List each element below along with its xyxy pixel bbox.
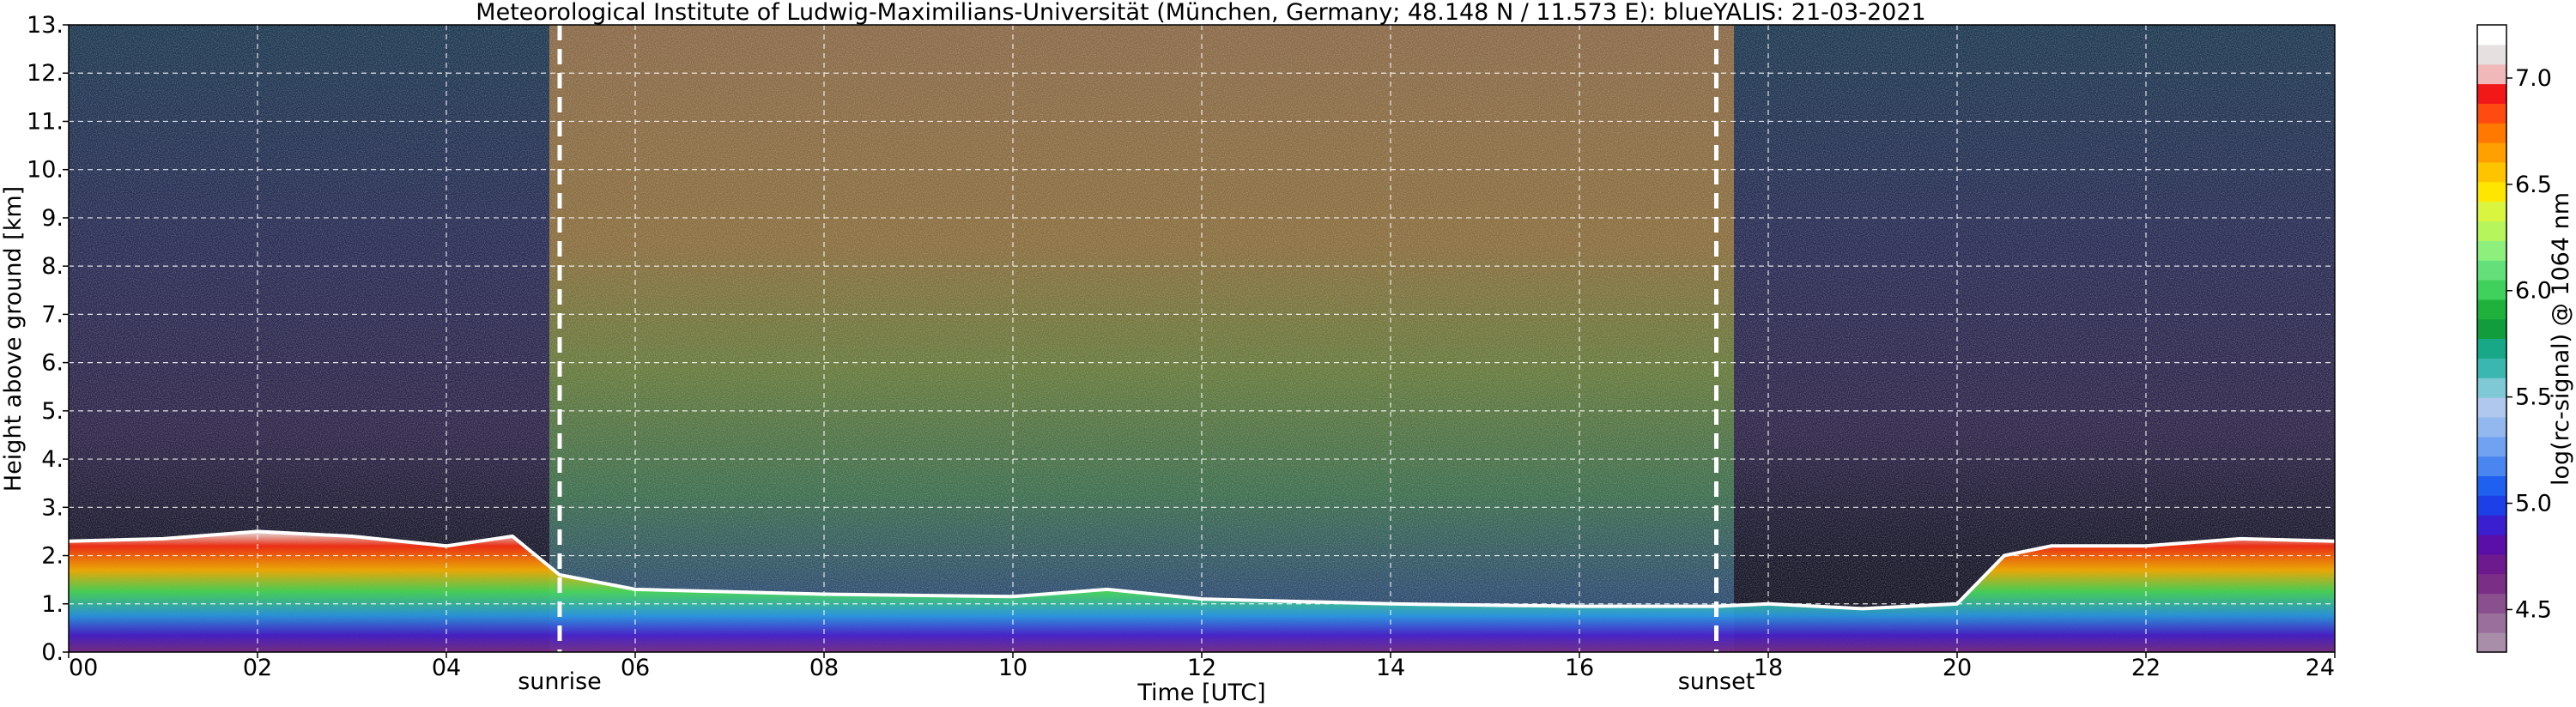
colorbar-tick-label: 5.0 [2515,491,2552,517]
y-tick-label: 1. [41,591,64,618]
y-tick-label: 4. [41,446,64,473]
x-tick-label: 22 [2131,655,2161,681]
colorbar-cell [2477,142,2506,163]
x-tick-label: 10 [998,655,1027,681]
colorbar-cell [2477,299,2506,320]
x-tick-label: 14 [1376,655,1405,681]
grid [69,25,2335,652]
y-tick-label: 8. [41,253,64,280]
colorbar-cell [2477,358,2506,378]
x-tick-label: 00 [69,655,98,681]
colorbar-cell [2477,103,2506,124]
y-tick-label: 10. [27,157,64,184]
y-tick-label: 13. [27,12,64,39]
colorbar-cell [2477,44,2506,65]
y-tick-label: 9. [41,205,64,232]
sun-markers: sunrise sunset [518,25,1755,695]
colorbar-cell [2477,201,2506,222]
colorbar-cell [2477,495,2506,516]
y-tick-label: 7. [41,301,64,328]
y-tick-label: 0. [41,639,64,666]
colorbar-cell [2477,279,2506,300]
colorbar-cell [2477,25,2506,45]
colorbar-frame [2476,24,2507,653]
y-axis-label: Height above ground [km] [0,186,27,492]
colorbar-cell [2477,161,2506,183]
x-tick-label: 04 [432,655,461,681]
colorbar-cell [2477,63,2506,85]
y-axis: 0. 1. 2. 3. 4. 5. 6. 7. 8. 9. 10. 11. 12. 13. [27,12,69,666]
x-tick-label: 16 [1565,655,1594,681]
colorbar-cell [2477,632,2506,653]
sunrise-label: sunrise [518,668,602,695]
y-tick-label: 6. [41,350,64,377]
colorbar-cell [2477,534,2506,555]
colorbar-cell [2477,123,2506,143]
colorbar-cell [2477,593,2506,613]
colorbar-cell [2477,240,2506,261]
y-tick-label: 12. [27,60,64,87]
x-tick-label: 08 [809,655,839,681]
colorbar-tick-label: 6.5 [2515,172,2552,198]
colorbar-cell [2477,397,2506,418]
colorbar-cell [2477,260,2506,281]
x-tick-label: 06 [621,655,650,681]
colorbar-cell [2477,338,2506,359]
colorbar-tick-label: 7.0 [2515,65,2552,92]
y-tick-label: 11. [27,108,64,135]
x-axis: 00 02 04 06 08 10 12 14 16 18 20 22 24 [68,652,2336,681]
colorbar-cell [2477,436,2506,457]
colorbar-tick-label: 6.0 [2515,278,2552,305]
colorbar-cell [2477,475,2506,496]
colorbar-cell [2477,318,2506,340]
colorbar-cell [2477,221,2506,241]
colorbar-cell [2477,378,2506,398]
x-tick-label: 18 [1754,655,1783,681]
x-tick-label: 24 [2306,655,2335,681]
colorbar: 4.5 5.0 5.5 6.0 6.5 7.0 log(rc-signal) @ 1064… [2476,24,2574,653]
colorbar-ticks: 4.5 5.0 5.5 6.0 6.5 7.0 [2506,65,2552,623]
colorbar-cell [2477,181,2506,202]
colorbar-tick-label: 4.5 [2515,596,2552,623]
y-tick-label: 5. [41,398,64,425]
x-tick-label: 20 [1943,655,1972,681]
colorbar-cell [2477,456,2506,476]
y-tick-label: 2. [41,543,64,570]
colorbar-cell [2477,515,2506,535]
colorbar-tick-label: 5.5 [2515,384,2552,411]
sunset-label: sunset [1678,668,1755,695]
colorbar-cell [2477,83,2506,104]
plot-area: sunrise sunset [68,24,2336,695]
chart-title: Meteorological Institute of Ludwig-Maxim… [476,0,1925,26]
layer-top-edge [68,529,2336,611]
x-axis-label: Time [UTC] [1136,680,1265,706]
x-tick-label: 02 [243,655,272,681]
colorbar-cells [2477,25,2506,653]
colorbar-cell [2477,613,2506,633]
y-tick-label: 3. [41,494,64,521]
x-tick-label: 12 [1187,655,1216,681]
colorbar-cell [2477,416,2506,438]
colorbar-label: log(rc-signal) @ 1064 nm [2548,192,2574,486]
colorbar-cell [2477,573,2506,595]
colorbar-cell [2477,553,2506,575]
